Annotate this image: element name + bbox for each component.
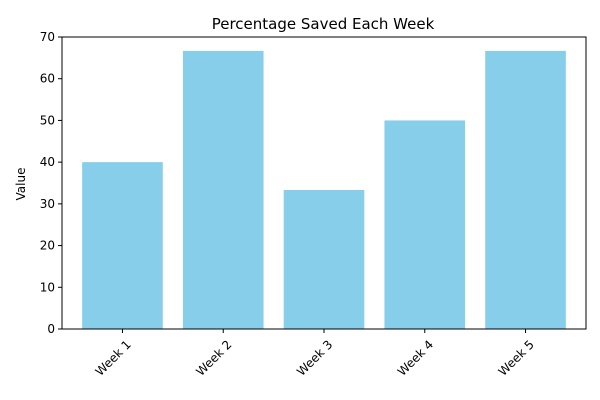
chart-title: Percentage Saved Each Week xyxy=(212,15,435,33)
x-tick-label: Week 3 xyxy=(294,337,335,378)
bar-week-5 xyxy=(485,50,566,329)
bar-week-2 xyxy=(182,50,264,329)
x-tick-label: Week 2 xyxy=(193,337,234,378)
y-tick-label: 10 xyxy=(40,280,55,294)
y-axis-ticks: 0 10 20 30 40 50 60 70 xyxy=(40,30,62,336)
plot-frame xyxy=(61,36,587,330)
y-tick-label: 50 xyxy=(40,113,55,127)
y-tick-label: 0 xyxy=(47,322,55,336)
x-axis-ticks: Week 1 Week 2 Week 3 Week 4 Week 5 xyxy=(93,329,537,379)
bar-week-3 xyxy=(283,189,365,329)
y-tick-label: 40 xyxy=(40,155,55,169)
axes-frame xyxy=(61,36,587,330)
bar-week-1 xyxy=(82,162,163,329)
y-tick-label: 60 xyxy=(40,72,55,86)
y-tick-label: 30 xyxy=(40,197,55,211)
x-tick-label: Week 1 xyxy=(93,337,134,378)
bars-group xyxy=(82,50,566,330)
y-axis-label: Value xyxy=(14,168,28,201)
x-tick-label: Week 4 xyxy=(395,337,436,378)
x-tick-label: Week 5 xyxy=(496,337,537,378)
bar-week-4 xyxy=(384,120,466,330)
y-tick-label: 20 xyxy=(40,239,55,253)
y-tick-label: 70 xyxy=(40,30,55,44)
